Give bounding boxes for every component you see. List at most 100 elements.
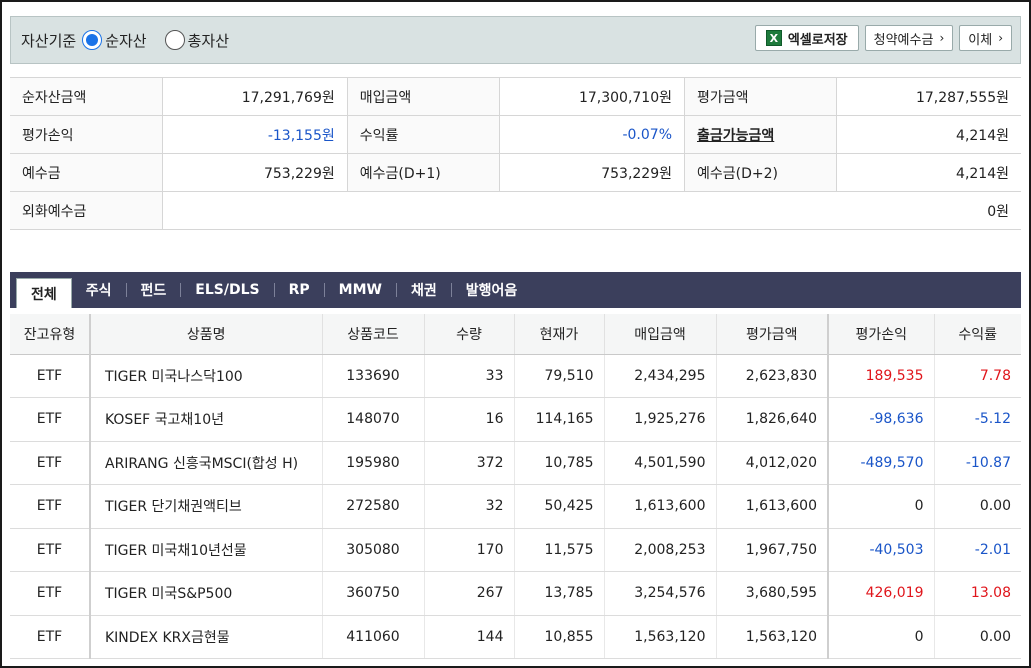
asset-basis-bar: 자산기준 순자산 총자산 X 엑셀로저장 청약예수금 › 이체 › <box>10 16 1021 64</box>
tab-all[interactable]: 전체 <box>16 278 72 308</box>
cell-price: 50,425 <box>514 484 605 529</box>
summary-key: 수익률 <box>347 115 500 154</box>
cell-qty: 32 <box>424 484 515 529</box>
cell-rate: 7.78 <box>934 354 1021 398</box>
summary-key: 평가손익 <box>10 115 163 154</box>
summary-value: -0.07% <box>499 115 686 154</box>
cell-pnl: -489,570 <box>827 441 935 485</box>
cell-qty: 372 <box>424 441 515 485</box>
cell-buy: 2,434,295 <box>604 354 717 398</box>
tab-bond[interactable]: 채권 <box>410 283 437 299</box>
tab-divider <box>273 283 275 297</box>
table-row[interactable]: ETF KINDEX KRX금현물 411060 144 10,855 1,563,120… <box>10 615 1021 659</box>
cell-qty: 33 <box>424 354 515 398</box>
cell-price: 79,510 <box>514 354 605 398</box>
tab-divider <box>450 283 452 297</box>
cell-eval: 1,563,120 <box>716 615 829 659</box>
table-row[interactable]: ETF TIGER 미국S&P500 360750 267 13,785 3,254,57… <box>10 571 1021 616</box>
summary-key: 매입금액 <box>347 77 500 116</box>
holdings-body: ETF TIGER 미국나스닥100 133690 33 79,510 2,434,295… <box>10 354 1021 659</box>
col-header: 상품코드 <box>322 314 425 355</box>
cell-type: ETF <box>10 615 91 659</box>
summary-row: 외화예수금 0원 <box>10 191 1021 230</box>
summary-value: 753,229원 <box>499 153 686 192</box>
transfer-button[interactable]: 이체 › <box>959 25 1012 51</box>
cell-type: ETF <box>10 528 91 572</box>
tab-fund[interactable]: 펀드 <box>140 283 167 299</box>
tab-els-dls[interactable]: ELS/DLS <box>195 282 260 298</box>
cell-eval: 1,613,600 <box>716 484 829 529</box>
radio-unselected-icon <box>164 30 185 50</box>
cell-pnl: 426,019 <box>827 571 935 616</box>
cell-code: 133690 <box>322 354 425 398</box>
table-row[interactable]: ETF TIGER 미국나스닥100 133690 33 79,510 2,434,295… <box>10 354 1021 398</box>
tab-mmw[interactable]: MMW <box>338 282 382 298</box>
cell-pnl: -98,636 <box>827 397 935 442</box>
table-row[interactable]: ETF TIGER 단기채권액티브 272580 32 50,425 1,613,600 1… <box>10 484 1021 529</box>
cell-price: 10,855 <box>514 615 605 659</box>
summary-value: -13,155원 <box>162 115 348 154</box>
total-asset-radio[interactable]: 총자산 <box>164 30 229 51</box>
tab-stock[interactable]: 주식 <box>85 283 112 299</box>
cell-qty: 170 <box>424 528 515 572</box>
col-header: 평가손익 <box>827 314 935 355</box>
tab-divider <box>323 283 325 297</box>
col-header: 수량 <box>424 314 515 355</box>
excel-save-label: 엑셀로저장 <box>787 32 848 48</box>
cell-type: ETF <box>10 484 91 529</box>
cell-code: 148070 <box>322 397 425 442</box>
summary-value: 17,287,555원 <box>836 77 1021 116</box>
cell-type: ETF <box>10 397 91 442</box>
cell-name: ARIRANG 신흥국MSCI(합성 H) <box>89 441 323 485</box>
tab-rp[interactable]: RP <box>288 282 310 298</box>
summary-row: 순자산금액 17,291,769원 매입금액 17,300,710원 평가금액 … <box>10 77 1021 116</box>
cell-code: 272580 <box>322 484 425 529</box>
cell-eval: 4,012,020 <box>716 441 829 485</box>
cell-eval: 2,623,830 <box>716 354 829 398</box>
excel-save-button[interactable]: X 엑셀로저장 <box>754 25 859 51</box>
cell-buy: 1,613,600 <box>604 484 717 529</box>
summary-key: 평가금액 <box>684 77 837 116</box>
cell-eval: 3,680,595 <box>716 571 829 616</box>
summary-value: 17,291,769원 <box>162 77 348 116</box>
summary-key: 예수금 <box>10 153 163 192</box>
cell-price: 114,165 <box>514 397 605 442</box>
col-header: 수익률 <box>934 314 1021 355</box>
asset-summary-table: 순자산금액 17,291,769원 매입금액 17,300,710원 평가금액 … <box>10 77 1021 230</box>
net-asset-radio[interactable]: 순자산 <box>82 30 147 51</box>
table-row[interactable]: ETF TIGER 미국채10년선물 305080 170 11,575 2,008,25… <box>10 528 1021 572</box>
col-header: 상품명 <box>89 314 323 355</box>
summary-key: 예수금(D+2) <box>684 153 837 192</box>
cell-rate: -10.87 <box>934 441 1021 485</box>
cell-pnl: -40,503 <box>827 528 935 572</box>
toolbar-buttons: X 엑셀로저장 청약예수금 › 이체 › <box>754 25 1012 51</box>
cell-type: ETF <box>10 354 91 398</box>
cell-type: ETF <box>10 571 91 616</box>
cell-name: TIGER 단기채권액티브 <box>89 484 323 529</box>
product-tabs: 전체 주식 펀드 ELS/DLS RP MMW 채권 발행어음 <box>10 272 1021 308</box>
cell-code: 411060 <box>322 615 425 659</box>
cell-rate: -2.01 <box>934 528 1021 572</box>
table-row[interactable]: ETF ARIRANG 신흥국MSCI(합성 H) 195980 372 10,785 4… <box>10 441 1021 485</box>
tab-divider <box>125 283 127 297</box>
cell-name: KINDEX KRX금현물 <box>89 615 323 659</box>
net-asset-label: 순자산 <box>105 31 147 50</box>
cell-code: 305080 <box>322 528 425 572</box>
cell-name: TIGER 미국S&P500 <box>89 571 323 616</box>
cell-price: 10,785 <box>514 441 605 485</box>
subscription-deposit-label: 청약예수금 <box>873 32 934 48</box>
chevron-right-icon: › <box>939 31 945 45</box>
tab-issued-note[interactable]: 발행어음 <box>465 283 518 299</box>
col-header: 잔고유형 <box>10 314 91 355</box>
withdrawable-amount-link[interactable]: 출금가능금액 <box>684 115 837 154</box>
subscription-deposit-button[interactable]: 청약예수금 › <box>864 25 954 51</box>
cell-rate: 0.00 <box>934 484 1021 529</box>
cell-price: 13,785 <box>514 571 605 616</box>
summary-value: 17,300,710원 <box>499 77 686 116</box>
table-row[interactable]: ETF KOSEF 국고채10년 148070 16 114,165 1,925,276 1… <box>10 397 1021 442</box>
summary-row: 예수금 753,229원 예수금(D+1) 753,229원 예수금(D+2) … <box>10 153 1021 192</box>
cell-buy: 2,008,253 <box>604 528 717 572</box>
cell-eval: 1,967,750 <box>716 528 829 572</box>
summary-value: 4,214원 <box>836 153 1021 192</box>
